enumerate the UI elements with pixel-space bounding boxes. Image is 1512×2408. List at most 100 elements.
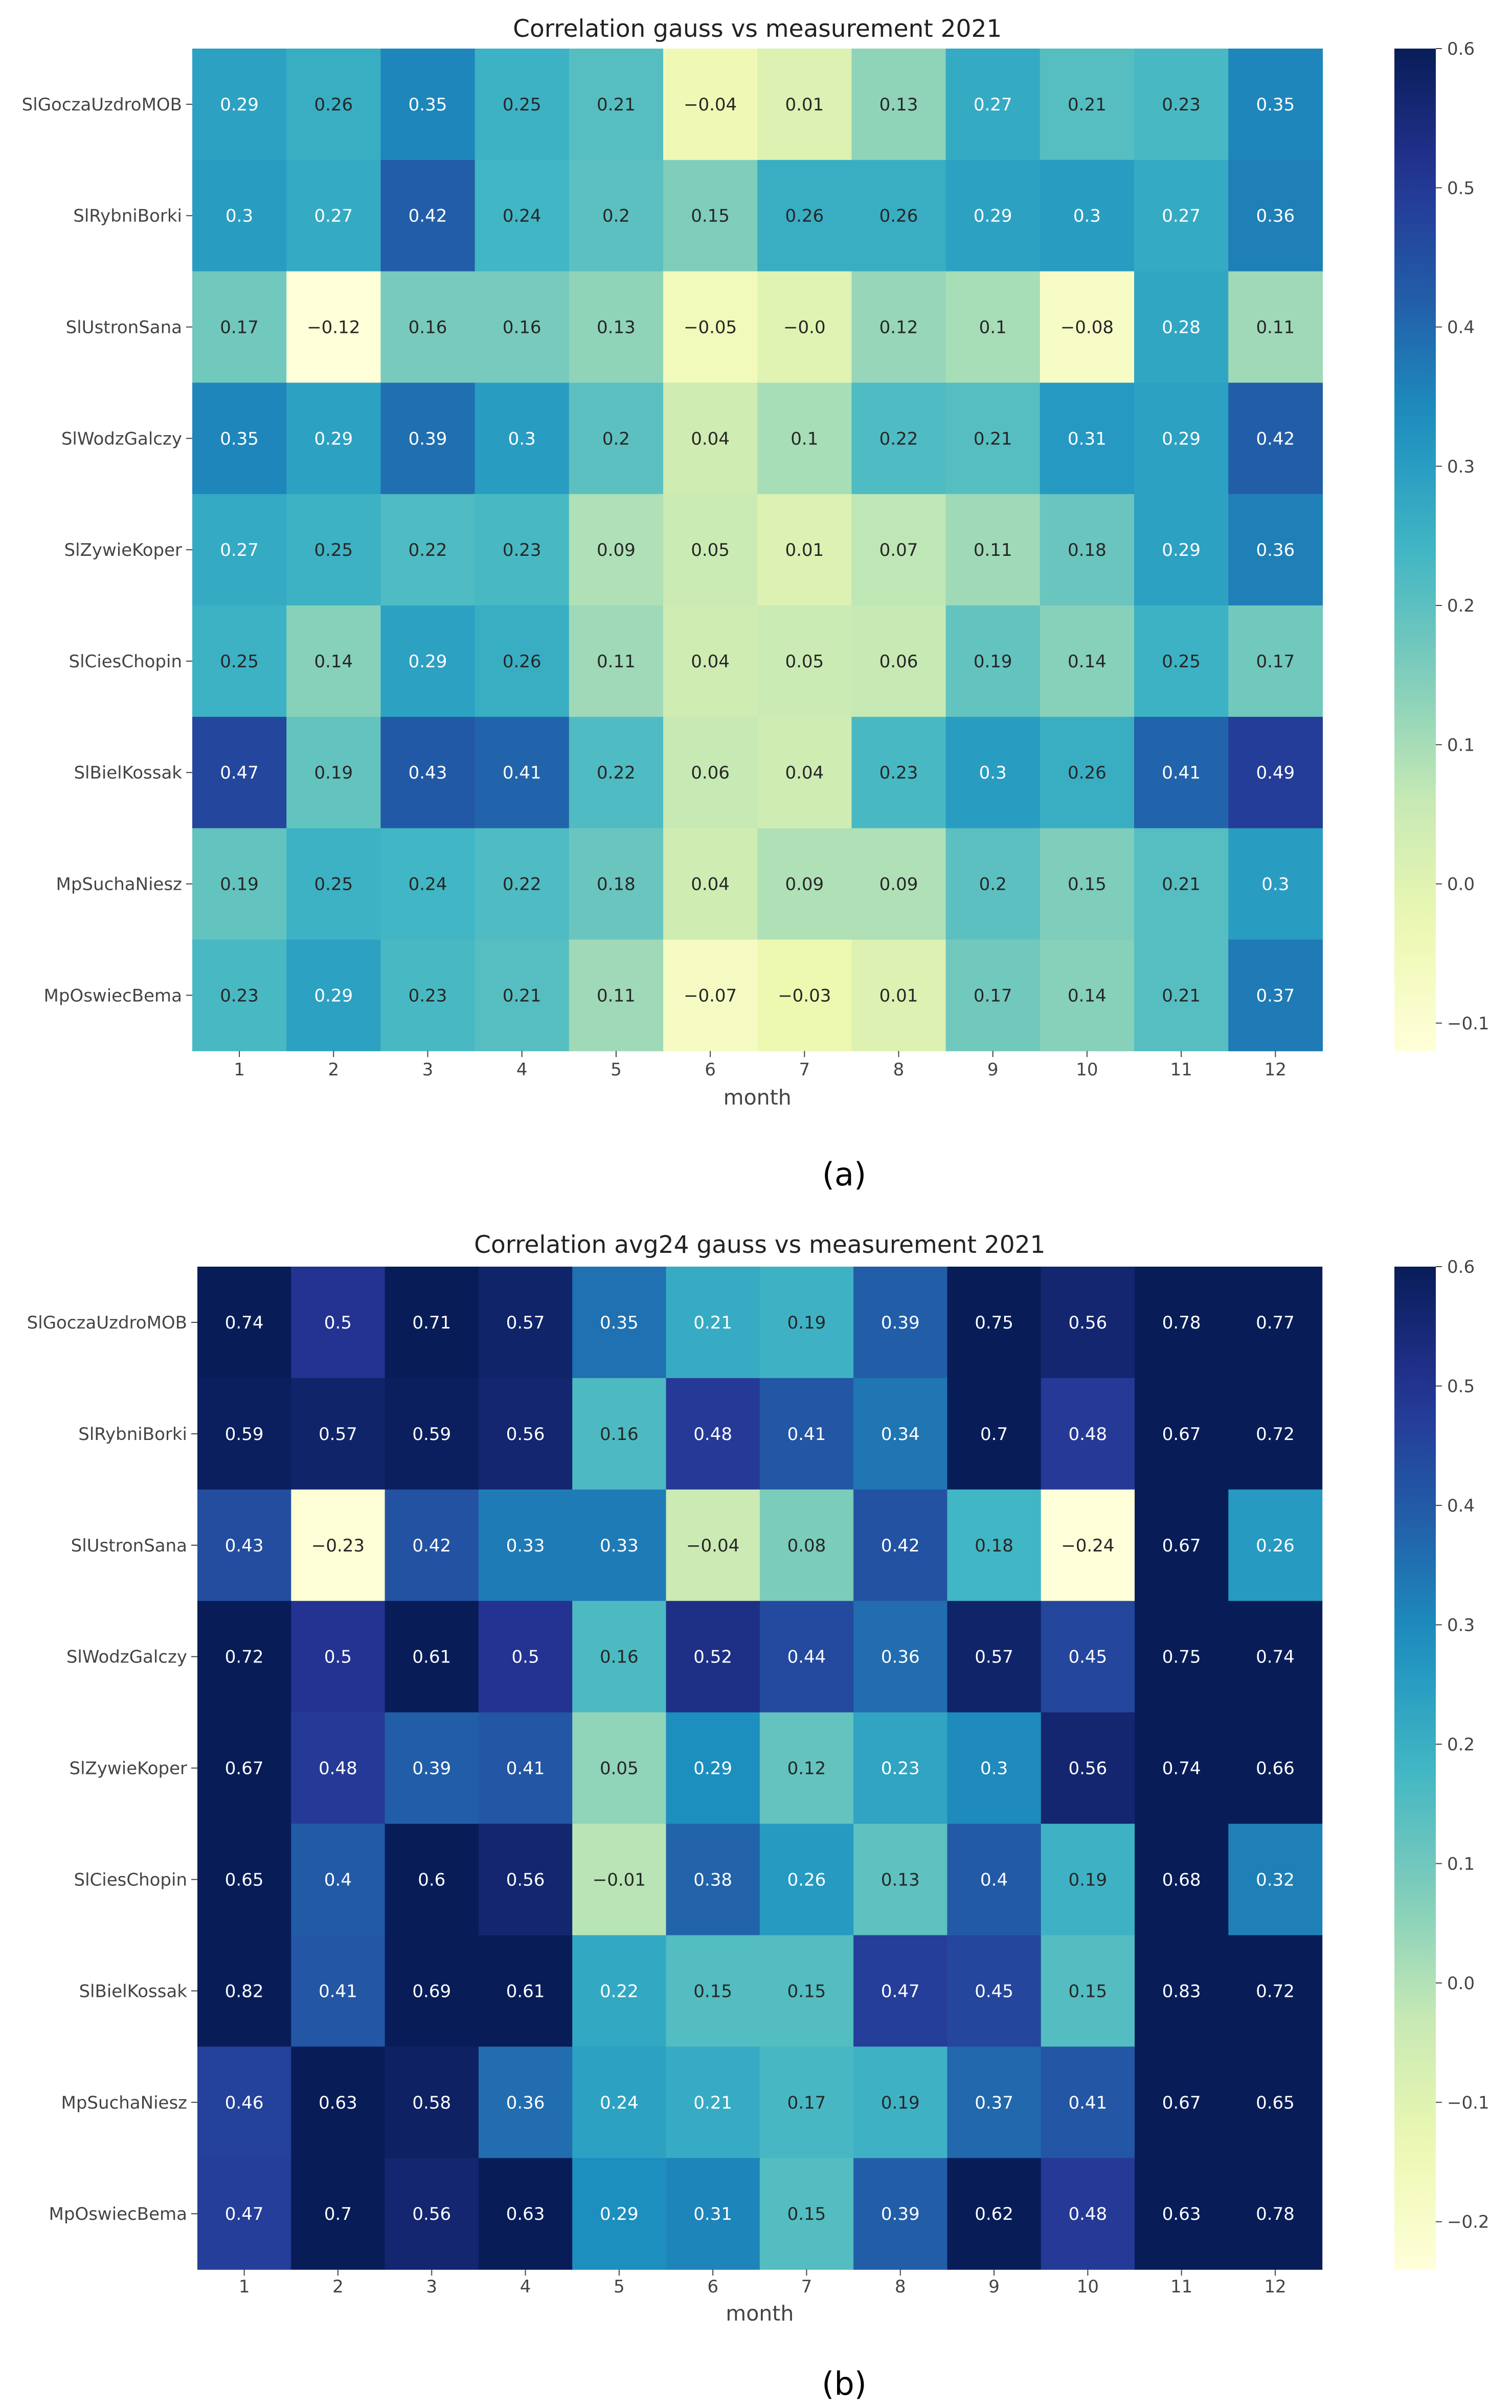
heatmap-cell	[853, 2046, 947, 2158]
x-tick-label: 3	[426, 2277, 437, 2297]
x-tick-label: 11	[1170, 1060, 1192, 1080]
cell-value-label: 0.26	[787, 1870, 826, 1890]
cell-value-label: 0.78	[1162, 1313, 1201, 1333]
heatmap-cell	[945, 605, 1041, 717]
heatmap-cell	[569, 271, 664, 383]
heatmap-cell	[572, 1267, 667, 1379]
heatmap-cell	[1228, 494, 1323, 606]
heatmap-cell	[759, 2158, 854, 2270]
heatmap-cell	[759, 2046, 854, 2158]
heatmap-cell	[1228, 2046, 1323, 2158]
cell-value-label: 0.56	[1068, 1313, 1107, 1333]
cell-value-label: 0.3	[225, 206, 253, 227]
heatmap-cell	[380, 160, 476, 272]
cell-value-label: −0.24	[1061, 1536, 1114, 1556]
heatmap-cell	[286, 494, 381, 606]
heatmap-cell	[851, 939, 946, 1051]
heatmap-cell	[1134, 49, 1229, 161]
x-tick-label: 5	[611, 1060, 622, 1080]
heatmap-panel-b: Correlation avg24 gauss vs measurement 2…	[27, 1231, 1490, 2402]
x-tick-label: 2	[332, 2277, 344, 2297]
heatmap-cell	[192, 160, 287, 272]
heatmap-cell	[1041, 1267, 1135, 1379]
cell-value-label: 0.01	[879, 985, 918, 1006]
chart-title: Correlation gauss vs measurement 2021	[513, 15, 1002, 43]
heatmap-cell	[475, 382, 570, 494]
heatmap-cell	[1228, 1489, 1323, 1602]
cell-value-label: 0.66	[1256, 1759, 1295, 1779]
panel-caption: (b)	[822, 2365, 867, 2402]
cell-value-label: 0.23	[409, 985, 447, 1006]
cell-value-label: 0.35	[1256, 95, 1295, 115]
cell-value-label: 0.21	[974, 429, 1012, 449]
cell-value-label: 0.17	[974, 985, 1012, 1006]
heatmap-cell	[947, 1267, 1042, 1379]
cell-value-label: 0.24	[409, 874, 447, 895]
heatmap-cell	[286, 49, 381, 161]
x-tick-label: 2	[328, 1060, 339, 1080]
cell-value-label: −0.01	[593, 1870, 646, 1890]
cell-value-label: 0.25	[314, 874, 353, 895]
cell-value-label: 0.26	[1068, 763, 1107, 783]
cell-value-label: 0.43	[409, 763, 447, 783]
heatmap-cell	[1228, 828, 1323, 940]
heatmap-cell	[569, 494, 664, 606]
cell-value-label: 0.26	[503, 651, 541, 672]
cell-value-label: 0.74	[1162, 1759, 1201, 1779]
cell-value-label: 0.42	[881, 1536, 920, 1556]
heatmap-cell	[1228, 160, 1323, 272]
heatmap-cell	[1041, 1378, 1135, 1490]
heatmap-cell	[572, 1712, 667, 1825]
cell-value-label: 0.69	[412, 1981, 451, 2001]
heatmap-cell	[569, 828, 664, 940]
cell-value-label: 0.59	[412, 1424, 451, 1445]
heatmap-cell	[291, 2046, 386, 2158]
x-tick-label: 1	[234, 1060, 245, 1080]
cell-value-label: 0.45	[1068, 1647, 1107, 1668]
cell-value-label: 0.56	[1068, 1759, 1107, 1779]
cell-value-label: 0.29	[600, 2204, 639, 2224]
cell-value-label: 0.31	[693, 2204, 732, 2224]
heatmap-cell	[385, 1824, 479, 1936]
heatmap-cell	[478, 2158, 573, 2270]
cell-value-label: 0.23	[503, 540, 541, 560]
heatmap-cell	[757, 494, 852, 606]
heatmap-cell	[759, 1824, 854, 1936]
heatmap-cell	[666, 1601, 760, 1713]
cell-value-label: 0.24	[503, 206, 541, 227]
cell-value-label: 0.48	[1068, 2204, 1107, 2224]
heatmap-cell	[666, 1824, 760, 1936]
cell-value-label: −0.23	[311, 1536, 365, 1556]
heatmap-cell	[385, 2158, 479, 2270]
heatmap-cell	[192, 494, 287, 606]
cell-value-label: 0.25	[314, 540, 353, 560]
heatmap-cell	[1040, 160, 1135, 272]
cell-value-label: 0.42	[1256, 429, 1295, 449]
heatmap-cell	[1134, 605, 1229, 717]
cell-value-label: 0.3	[1073, 206, 1101, 227]
heatmap-cell	[1134, 160, 1229, 272]
heatmap-cell	[853, 1935, 947, 2047]
cell-value-label: 0.72	[1256, 1981, 1295, 2001]
heatmap-cell	[851, 828, 946, 940]
heatmap-cell	[947, 1824, 1042, 1936]
cell-value-label: 0.13	[879, 95, 918, 115]
heatmap-cell	[666, 2046, 760, 2158]
heatmap-cell	[1040, 716, 1135, 829]
cell-value-label: 0.5	[324, 1313, 352, 1333]
y-tick-label: SlGoczaUzdroMOB	[27, 1313, 187, 1333]
heatmap-cell	[291, 1378, 386, 1490]
heatmap-cell	[945, 716, 1041, 829]
cell-value-label: 0.07	[879, 540, 918, 560]
cell-value-label: 0.39	[412, 1759, 451, 1779]
heatmap-cell	[666, 2158, 760, 2270]
heatmap-cell	[286, 271, 381, 383]
heatmap-cell	[757, 49, 852, 161]
heatmap-cell	[947, 2158, 1042, 2270]
heatmap-cell	[1040, 271, 1135, 383]
cell-value-label: 0.4	[324, 1870, 352, 1890]
cell-value-label: 0.56	[506, 1424, 545, 1445]
heatmap-cell	[1041, 1712, 1135, 1825]
heatmap-cell	[286, 382, 381, 494]
